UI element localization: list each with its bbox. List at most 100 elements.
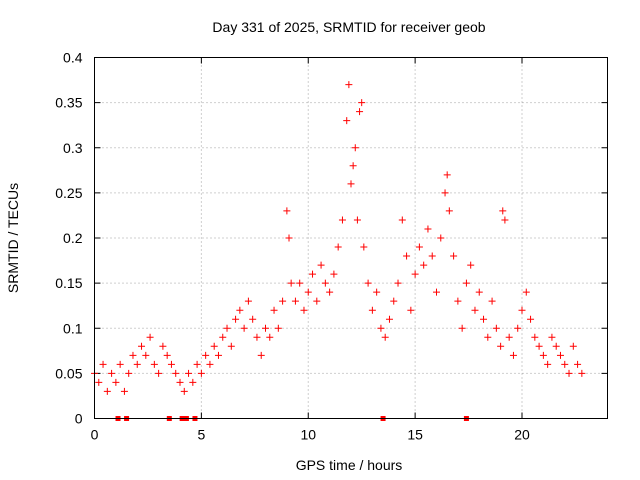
- data-point: [548, 333, 556, 341]
- data-point: [330, 270, 338, 278]
- data-point: [531, 333, 539, 341]
- data-point: [108, 369, 116, 377]
- data-point: [189, 378, 197, 386]
- y-tick-label: 0.1: [63, 320, 83, 336]
- data-point: [112, 378, 120, 386]
- y-tick-label: 0.2: [63, 230, 83, 246]
- data-point: [433, 288, 440, 296]
- data-point: [552, 342, 560, 350]
- data-point: [462, 279, 470, 287]
- data-point: [358, 99, 366, 107]
- data-point: [202, 351, 210, 359]
- data-point: [219, 333, 227, 341]
- data-point: [103, 387, 111, 395]
- data-point: [497, 342, 505, 350]
- data-point: [467, 261, 475, 269]
- data-point: [454, 297, 462, 305]
- data-point: [345, 81, 353, 89]
- data-point: [441, 189, 449, 197]
- data-point: [480, 315, 488, 323]
- data-point: [262, 324, 269, 332]
- data-point: [270, 306, 278, 314]
- data-point: [527, 315, 535, 323]
- data-point: [343, 117, 351, 125]
- data-point: [193, 360, 201, 368]
- data-point: [450, 252, 458, 260]
- data-point: [129, 351, 137, 359]
- data-point: [116, 360, 124, 368]
- data-point: [236, 306, 244, 314]
- series-SRMTID: [91, 81, 586, 395]
- data-point: [443, 171, 451, 179]
- data-point: [381, 333, 389, 341]
- data-point: [133, 360, 141, 368]
- data-point: [544, 360, 552, 368]
- data-point: [488, 297, 496, 305]
- data-point: [398, 216, 406, 224]
- data-point: [364, 279, 372, 287]
- data-point: [274, 324, 282, 332]
- data-point: [249, 315, 257, 323]
- y-tick-label: 0: [75, 411, 83, 427]
- data-point: [321, 279, 329, 287]
- data-point: [349, 162, 357, 170]
- data-point: [227, 342, 235, 350]
- data-point: [244, 297, 252, 305]
- data-point: [223, 324, 231, 332]
- data-point: [556, 351, 564, 359]
- data-point: [561, 360, 569, 368]
- data-point: [574, 360, 582, 368]
- data-point: [390, 297, 398, 305]
- data-point: [291, 297, 299, 305]
- data-point: [360, 243, 368, 251]
- y-tick-label: 0.05: [55, 365, 82, 381]
- data-point: [509, 351, 517, 359]
- data-point: [351, 144, 359, 152]
- x-tick-label: 0: [91, 427, 99, 443]
- data-point: [403, 252, 411, 260]
- y-tick-label: 0.4: [63, 50, 83, 66]
- data-point: [334, 243, 342, 251]
- data-point: [492, 324, 500, 332]
- data-point: [279, 297, 287, 305]
- data-point: [185, 369, 193, 377]
- data-point: [317, 261, 325, 269]
- data-point: [283, 207, 291, 215]
- data-point: [522, 288, 530, 296]
- x-tick-label: 10: [300, 427, 316, 443]
- data-point: [514, 324, 522, 332]
- data-point: [266, 333, 274, 341]
- chart-title: Day 331 of 2025, SRMTID for receiver geo…: [212, 19, 485, 35]
- data-point: [125, 369, 133, 377]
- data-point: [167, 360, 175, 368]
- data-point: [394, 279, 402, 287]
- data-point: [471, 306, 479, 314]
- data-point: [373, 288, 381, 296]
- data-point: [539, 351, 547, 359]
- data-point: [518, 306, 526, 314]
- data-point: [172, 369, 180, 377]
- data-point: [377, 324, 385, 332]
- data-point: [120, 387, 128, 395]
- y-tick-label: 0.25: [55, 185, 82, 201]
- data-point: [163, 351, 171, 359]
- data-point: [138, 342, 146, 350]
- data-point: [368, 306, 376, 314]
- data-point: [214, 351, 222, 359]
- data-point: [484, 333, 492, 341]
- data-point: [565, 369, 573, 377]
- data-point: [356, 108, 364, 116]
- x-tick-label: 5: [197, 427, 205, 443]
- data-point: [499, 207, 507, 215]
- data-point: [309, 270, 317, 278]
- data-point: [458, 324, 466, 332]
- data-point: [146, 333, 154, 341]
- y-tick-label: 0.3: [63, 140, 83, 156]
- data-point: [150, 360, 158, 368]
- data-point: [569, 342, 577, 350]
- x-tick-label: 20: [514, 427, 530, 443]
- data-point: [176, 378, 184, 386]
- data-point: [420, 261, 428, 269]
- data-point: [535, 342, 543, 350]
